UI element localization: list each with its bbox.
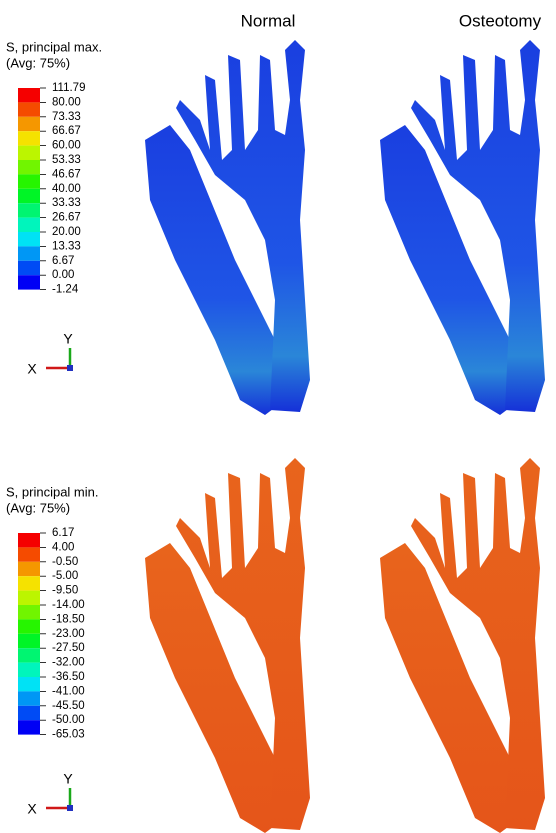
color-band [18, 203, 40, 218]
axis-label: Y [63, 331, 73, 347]
color-band [18, 145, 40, 160]
legend-subtitle: (Avg: 75%) [6, 55, 70, 70]
legend-label: -23.00 [52, 628, 85, 640]
axis-label: X [27, 801, 37, 817]
column-title: Osteotomy [459, 11, 542, 30]
color-band [18, 131, 40, 146]
legend-label: 20.00 [52, 226, 81, 238]
axis-label: Y [63, 771, 73, 787]
legend-label: -5.00 [52, 570, 78, 582]
legend-label: -36.50 [52, 671, 85, 683]
legend-label: -18.50 [52, 613, 85, 625]
color-band [18, 619, 40, 634]
legend-label: -9.50 [52, 585, 78, 597]
color-band [18, 260, 40, 276]
legend-label: -65.03 [52, 729, 85, 741]
legend-label: 6.67 [52, 255, 74, 267]
legend-label: 0.00 [52, 269, 74, 281]
legend-label: -0.50 [52, 556, 78, 568]
legend-label: 80.00 [52, 96, 81, 108]
color-band [18, 547, 40, 562]
column-title: Normal [241, 11, 296, 30]
color-band [18, 590, 40, 605]
color-band [18, 174, 40, 189]
legend-label: -45.50 [52, 700, 85, 712]
color-band [18, 648, 40, 663]
legend-label: 6.17 [52, 527, 74, 539]
color-band [18, 275, 40, 290]
color-band [18, 605, 40, 620]
color-band [18, 160, 40, 175]
color-band [18, 662, 40, 677]
color-band [18, 88, 40, 103]
color-band [18, 705, 40, 721]
legend-subtitle: (Avg: 75%) [6, 500, 70, 515]
color-band [18, 677, 40, 692]
legend-label: -32.00 [52, 657, 85, 669]
axis-origin [67, 805, 73, 811]
color-band [18, 188, 40, 204]
color-band [18, 116, 40, 132]
color-band [18, 691, 40, 706]
color-band [18, 102, 40, 117]
legend-label: 66.67 [52, 125, 81, 137]
bone-model [145, 40, 310, 415]
bone-model [145, 458, 310, 833]
color-band [18, 533, 40, 548]
legend-label: 46.67 [52, 168, 81, 180]
legend-title: S, principal max. [6, 39, 102, 54]
color-band [18, 720, 40, 735]
legend-label: 33.33 [52, 197, 81, 209]
legend-label: 13.33 [52, 240, 81, 252]
legend-label: 73.33 [52, 111, 81, 123]
legend-label: 53.33 [52, 154, 81, 166]
color-band [18, 232, 40, 247]
color-band [18, 217, 40, 232]
legend-title: S, principal min. [6, 484, 98, 499]
legend-label: -41.00 [52, 685, 85, 697]
legend-label: 40.00 [52, 183, 81, 195]
legend-label: -14.00 [52, 599, 85, 611]
legend-label: 60.00 [52, 140, 81, 152]
bone-model [380, 40, 545, 415]
axis-label: X [27, 361, 37, 377]
legend-label: -27.50 [52, 642, 85, 654]
bone-model [380, 458, 545, 833]
legend-label: 26.67 [52, 212, 81, 224]
legend-label: 111.79 [52, 82, 85, 94]
color-band [18, 561, 40, 577]
color-band [18, 246, 40, 261]
axis-origin [67, 365, 73, 371]
color-band [18, 576, 40, 591]
legend-label: -50.00 [52, 714, 85, 726]
color-band [18, 633, 40, 649]
legend-label: 4.00 [52, 541, 74, 553]
legend-label: -1.24 [52, 284, 79, 296]
